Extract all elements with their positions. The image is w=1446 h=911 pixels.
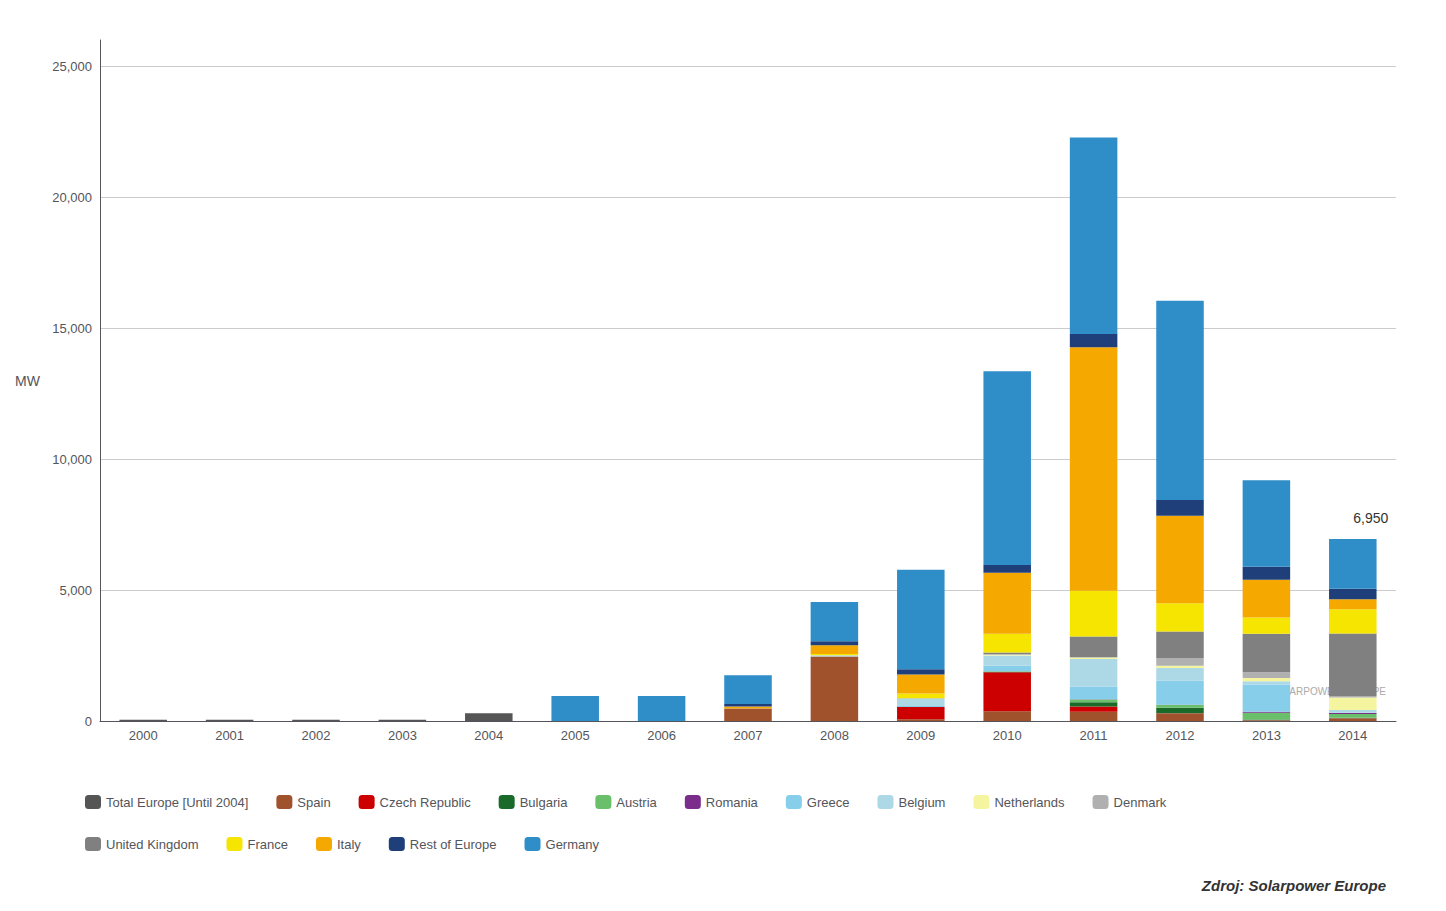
svg-text:20,000: 20,000 [52,190,92,205]
svg-text:MW: MW [15,373,41,389]
svg-text:Bulgaria: Bulgaria [520,795,568,810]
svg-text:5,000: 5,000 [59,583,92,598]
svg-text:25,000: 25,000 [52,59,92,74]
svg-text:2004: 2004 [474,728,503,743]
svg-text:6,950: 6,950 [1353,510,1388,526]
svg-text:2014: 2014 [1338,728,1367,743]
svg-text:2012: 2012 [1166,728,1195,743]
svg-text:Denmark: Denmark [1114,795,1167,810]
svg-text:2001: 2001 [215,728,244,743]
svg-text:Austria: Austria [616,795,657,810]
svg-text:2009: 2009 [906,728,935,743]
svg-text:United Kingdom: United Kingdom [106,837,199,852]
svg-text:2005: 2005 [561,728,590,743]
svg-text:Total Europe [Until 2004]: Total Europe [Until 2004] [106,795,248,810]
svg-text:Netherlands: Netherlands [994,795,1065,810]
svg-text:Germany: Germany [546,837,600,852]
svg-text:Czech Republic: Czech Republic [380,795,472,810]
svg-text:2010: 2010 [993,728,1022,743]
svg-text:2006: 2006 [647,728,676,743]
svg-text:2000: 2000 [129,728,158,743]
svg-text:10,000: 10,000 [52,452,92,467]
svg-text:2013: 2013 [1252,728,1281,743]
svg-text:Rest of Europe: Rest of Europe [410,837,497,852]
svg-text:Belgium: Belgium [898,795,945,810]
svg-text:2003: 2003 [388,728,417,743]
svg-text:2011: 2011 [1080,728,1108,743]
svg-text:Italy: Italy [337,837,361,852]
svg-text:2002: 2002 [302,728,331,743]
svg-text:2007: 2007 [734,728,763,743]
svg-text:2008: 2008 [820,728,849,743]
svg-text:0: 0 [85,714,92,729]
svg-text:Romania: Romania [706,795,759,810]
svg-text:Greece: Greece [807,795,850,810]
svg-text:France: France [247,837,287,852]
svg-text:15,000: 15,000 [52,321,92,336]
svg-text:Zdroj: Solarpower Europe: Zdroj: Solarpower Europe [1201,877,1386,894]
svg-text:Spain: Spain [297,795,330,810]
